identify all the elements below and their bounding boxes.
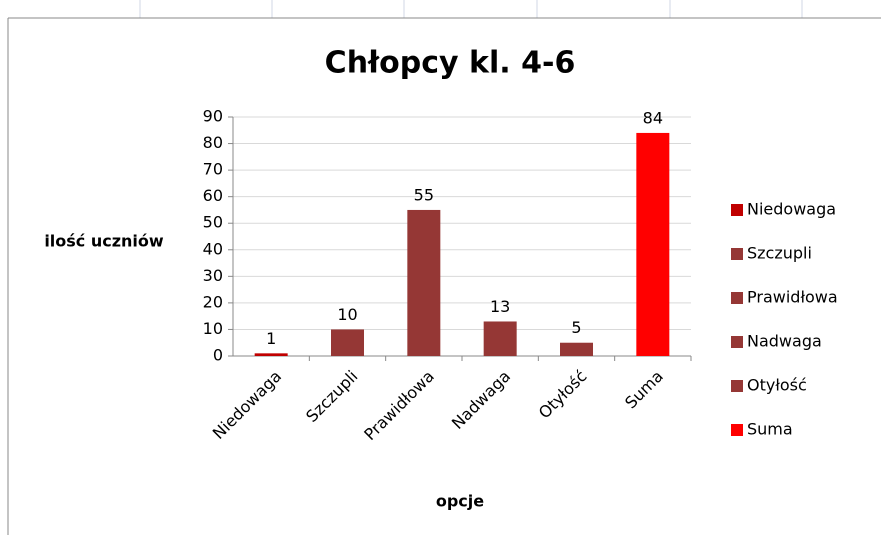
- legend-swatch: [731, 292, 743, 304]
- bar: [407, 209, 441, 356]
- y-tick-label: 80: [203, 133, 223, 152]
- bar: [254, 353, 288, 356]
- legend-label: Nadwaga: [747, 332, 822, 351]
- y-tick-label: 10: [203, 319, 223, 338]
- legend-swatch: [731, 336, 743, 348]
- legend-swatch: [731, 424, 743, 436]
- data-label: 10: [337, 305, 357, 324]
- legend-label: Suma: [747, 420, 793, 439]
- data-label: 1: [266, 329, 276, 348]
- y-tick-label: 90: [203, 107, 223, 126]
- data-label: 55: [414, 185, 434, 204]
- bar: [636, 132, 670, 356]
- y-tick-label: 40: [203, 239, 223, 258]
- legend-label: Otyłość: [747, 376, 807, 395]
- bar: [483, 321, 517, 356]
- y-tick-label: 50: [203, 213, 223, 232]
- y-tick-label: 0: [213, 346, 223, 365]
- data-label: 5: [571, 318, 581, 337]
- y-axis-label: ilość uczniów: [44, 232, 164, 251]
- legend-label: Prawidłowa: [747, 288, 838, 307]
- x-axis-label: opcje: [436, 492, 484, 511]
- y-tick-label: 60: [203, 186, 223, 205]
- data-label: 84: [643, 108, 663, 127]
- y-tick-label: 30: [203, 266, 223, 285]
- legend-swatch: [731, 380, 743, 392]
- data-label: 13: [490, 297, 510, 316]
- y-tick-label: 20: [203, 292, 223, 311]
- sheet-grid: [139, 0, 803, 18]
- y-tick-label: 70: [203, 160, 223, 179]
- legend-swatch: [731, 204, 743, 216]
- bar: [331, 329, 364, 356]
- legend-swatch: [731, 248, 743, 260]
- legend-label: Niedowaga: [747, 200, 836, 219]
- bar: [560, 342, 593, 356]
- chart-title: Chłopcy kl. 4-6: [325, 46, 576, 81]
- legend-label: Szczupli: [747, 244, 812, 263]
